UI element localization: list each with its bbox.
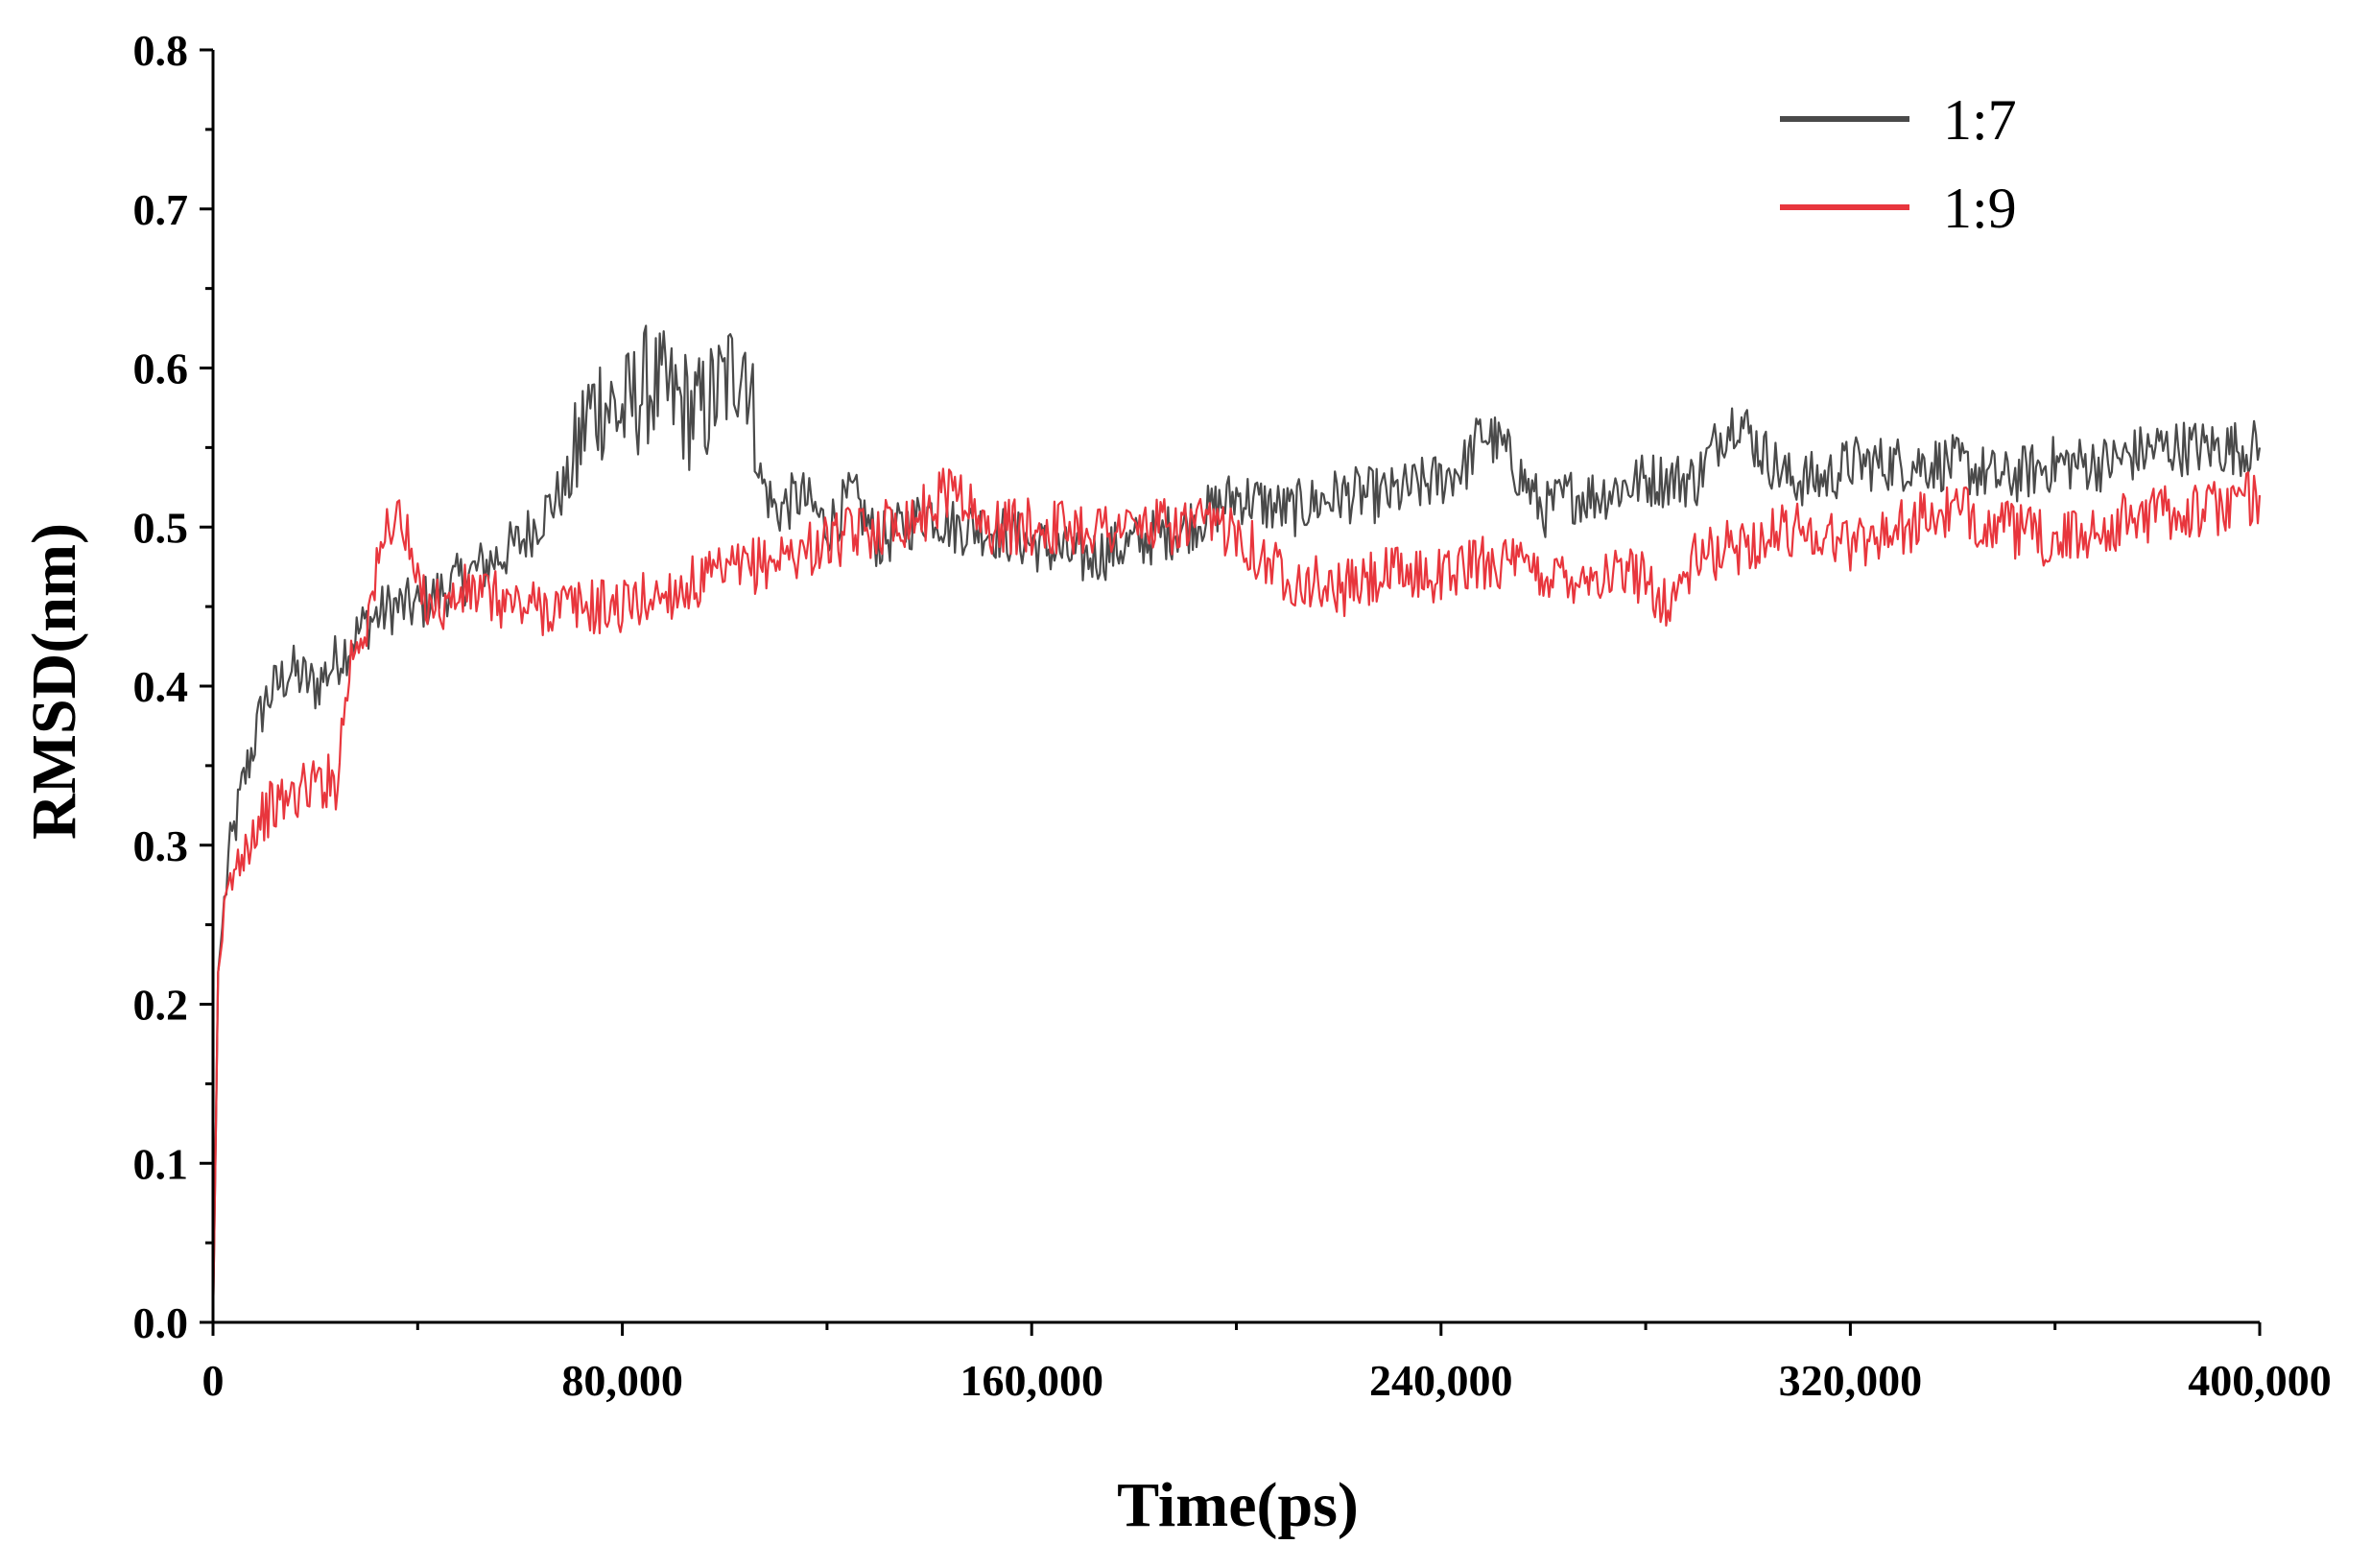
y-axis-title: RMSD(nm) — [19, 523, 89, 840]
legend-label: 1:7 — [1943, 88, 2017, 152]
x-axis-title: Time(ps) — [1117, 1470, 1359, 1540]
y-tick-label: 0.5 — [133, 503, 189, 552]
y-tick-label: 0.8 — [133, 26, 189, 75]
legend: 1:71:9 — [1780, 88, 2017, 240]
y-tick-label: 0.2 — [133, 981, 189, 1030]
series-line-1-9 — [211, 467, 2262, 1323]
y-tick-label: 0.0 — [133, 1298, 189, 1347]
x-tick-label: 0 — [202, 1356, 225, 1405]
y-tick-label: 0.6 — [133, 344, 189, 393]
plot-series-group — [211, 324, 2262, 1323]
y-tick-label: 0.1 — [133, 1139, 189, 1188]
x-tick-label: 160,000 — [960, 1356, 1103, 1405]
legend-label: 1:9 — [1943, 177, 2017, 240]
axes-group — [211, 50, 2260, 1324]
x-tick-label: 320,000 — [1779, 1356, 1923, 1405]
x-tick-label: 400,000 — [2188, 1356, 2332, 1405]
y-tick-label: 0.3 — [133, 821, 189, 870]
ticks-group: 0.0 0.1 0.2 0.3 0.4 0.5 0.6 0.7 0.8 0 80,000 160,00… — [133, 26, 2332, 1405]
x-tick-label: 80,000 — [561, 1356, 683, 1405]
x-tick-label: 240,000 — [1369, 1356, 1513, 1405]
y-tick-label: 0.7 — [133, 185, 189, 234]
y-tick-label: 0.4 — [133, 662, 189, 711]
series-line-1-7 — [211, 324, 2262, 1323]
